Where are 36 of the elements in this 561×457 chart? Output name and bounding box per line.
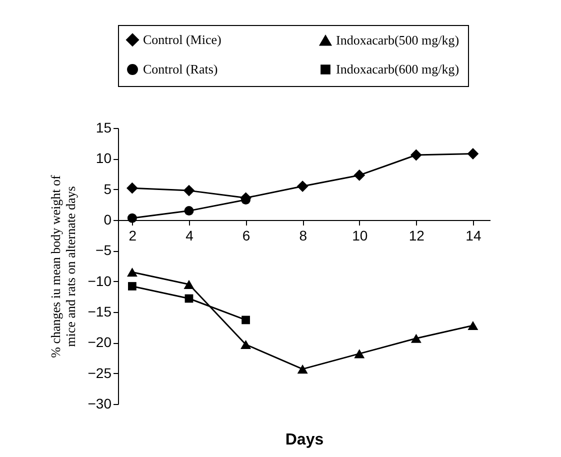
point [126,268,138,277]
y-tick-label: 0 [104,212,112,228]
point [410,149,422,161]
y-tick-label: −15 [88,304,112,320]
point [297,364,308,374]
point [184,280,194,289]
y-tick-label: −30 [88,396,112,412]
x-tick-label: 6 [242,228,250,244]
point [296,180,308,192]
point [354,349,365,358]
y-tick-label: −20 [88,334,112,350]
legend-label: Control (Rats) [143,62,218,76]
x-tick-label: 4 [186,228,194,244]
point [126,182,138,194]
y-tick-label: 10 [96,150,112,166]
y-tick-label: −25 [88,364,112,381]
x-tick-label: 10 [352,228,368,244]
y-tick-label: −10 [88,272,112,289]
y-tick-label: 5 [104,180,112,197]
point [183,184,195,196]
x-tick-label: 2 [128,228,137,244]
point [410,334,422,343]
point [354,170,366,181]
legend-label: Indoxacarb(600 mg/kg) [336,62,460,76]
y-axis-title: % changes iu mean body weight of mice and rats on alternate days [48,174,78,358]
x-tick-label: 14 [466,228,482,244]
x-axis-title: Days [285,432,324,448]
y-tick-label: −5 [96,242,112,258]
point [467,148,479,160]
point [240,340,252,350]
y-tick-label: 15 [96,120,112,136]
point [468,320,478,330]
legend-label: Control (Mice) [143,32,222,47]
legend-label: Indoxacarb(500 mg/kg) [336,32,460,48]
x-tick-label: 8 [299,228,308,244]
x-tick-label: 12 [408,228,425,244]
